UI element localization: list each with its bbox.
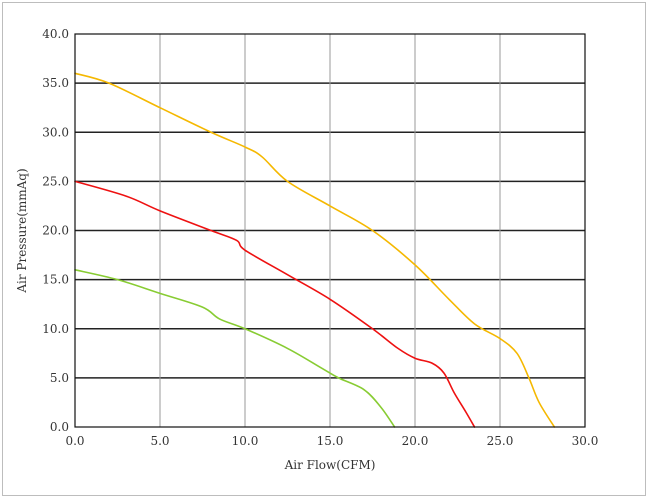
plot-border bbox=[74, 33, 586, 428]
y-tick-label: 35.0 bbox=[42, 76, 69, 90]
tick-labels: 0.0 5.0 10.0 15.0 20.0 25.0 30.0 35.0 40.0 0.0 5.0… bbox=[42, 27, 598, 448]
y-axis-label: Air Pressure(mmAq) bbox=[15, 168, 29, 293]
x-tick-label: 25.0 bbox=[487, 434, 514, 448]
x-tick-label: 10.0 bbox=[232, 434, 259, 448]
grid bbox=[75, 34, 585, 427]
y-tick-label: 30.0 bbox=[42, 125, 69, 139]
series-line-medium-speed bbox=[74, 180, 476, 428]
x-tick-label: 20.0 bbox=[402, 434, 429, 448]
x-tick-label: 15.0 bbox=[317, 434, 344, 448]
series-group bbox=[74, 72, 556, 428]
y-tick-label: 20.0 bbox=[42, 224, 69, 238]
y-tick-label: 5.0 bbox=[50, 371, 69, 385]
y-tick-label: 15.0 bbox=[42, 273, 69, 287]
x-tick-label: 30.0 bbox=[572, 434, 599, 448]
x-tick-label: 0.0 bbox=[65, 434, 84, 448]
chart-frame bbox=[2, 2, 646, 496]
series-line-high-speed bbox=[74, 72, 556, 428]
x-axis-label: Air Flow(CFM) bbox=[284, 458, 376, 472]
y-tick-label: 10.0 bbox=[42, 322, 69, 336]
y-tick-label: 40.0 bbox=[42, 27, 69, 41]
series-line-low-speed bbox=[74, 269, 396, 428]
x-tick-label: 5.0 bbox=[150, 434, 169, 448]
y-tick-label: 25.0 bbox=[42, 174, 69, 188]
y-tick-label: 0.0 bbox=[50, 420, 69, 434]
